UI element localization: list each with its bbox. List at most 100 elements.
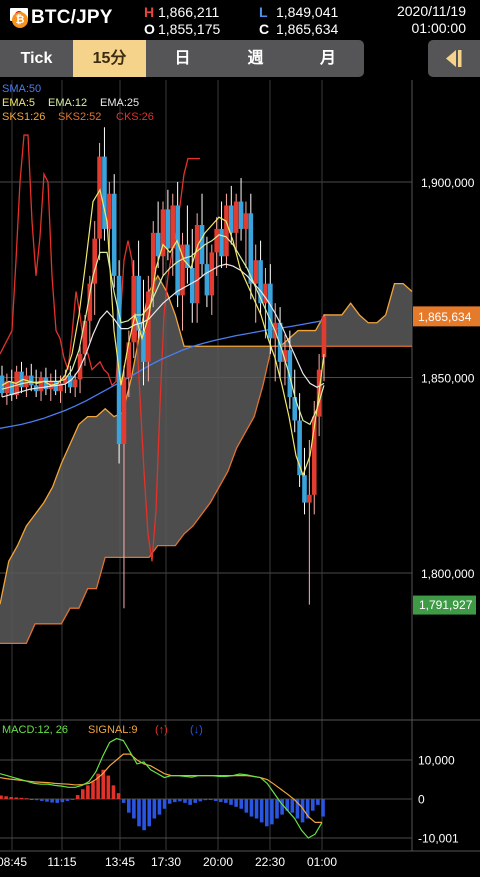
macd-axis-tick: -10,001 xyxy=(418,832,459,846)
macd-histogram-bar xyxy=(0,795,3,799)
price-axis-tick: 1,850,000 xyxy=(421,372,475,386)
macd-histogram-bar xyxy=(172,799,177,803)
low-price-badge xyxy=(413,595,476,615)
tab-tick[interactable]: Tick xyxy=(0,40,73,77)
ema25-line xyxy=(1,263,325,398)
macd-histogram-bar xyxy=(234,799,238,807)
ema5-line xyxy=(1,188,325,478)
candle-body xyxy=(268,283,273,339)
candle-body xyxy=(116,275,122,444)
timeframe-tabs: Tick 15分 日 週 月 xyxy=(0,40,364,77)
tab-day-label: 日 xyxy=(174,50,191,67)
tab-day[interactable]: 日 xyxy=(146,40,219,77)
candle-body xyxy=(204,264,210,296)
macd-histogram-bar xyxy=(116,793,121,799)
high-value: 1,866,211 xyxy=(158,4,220,20)
candle-body xyxy=(287,350,293,398)
ema12-line xyxy=(1,234,325,426)
collapse-panel-button[interactable] xyxy=(428,40,480,77)
candle-body xyxy=(238,201,244,229)
time-axis-tick: 22:30 xyxy=(255,855,285,869)
macd-histogram-bar xyxy=(121,799,126,803)
candle-body xyxy=(131,275,137,343)
macd-histogram-bar xyxy=(193,799,198,803)
tab-week[interactable]: 週 xyxy=(219,40,292,77)
low-key: L xyxy=(259,4,268,20)
candle-body xyxy=(175,205,180,296)
price-chart[interactable]: 1,900,000 1,850,000 1,800,000 1,865,634 1,79… xyxy=(0,80,480,877)
current-price-badge xyxy=(413,306,480,327)
macd-histogram-bar xyxy=(132,799,136,819)
macd-histogram-bar xyxy=(178,799,182,802)
macd-histogram-bar xyxy=(86,785,90,799)
macd-histogram-bar xyxy=(208,799,213,800)
time-axis-tick: 08:45 xyxy=(0,855,27,869)
candle-body xyxy=(87,283,93,321)
macd-histogram-bar xyxy=(19,797,24,799)
candle-body xyxy=(189,268,195,304)
macd-histogram-bar xyxy=(270,799,274,825)
macd-histogram-bar xyxy=(300,799,305,823)
candle-body xyxy=(0,375,5,394)
macd-histogram-bar xyxy=(137,799,141,827)
candle-body xyxy=(253,260,258,284)
legend-ema25: EMA:25 xyxy=(100,97,140,109)
tab-month[interactable]: 月 xyxy=(292,40,364,77)
tab-month-label: 月 xyxy=(319,50,336,67)
macd-histogram-bar xyxy=(75,795,80,799)
candle-body xyxy=(277,322,283,362)
tab-week-label: 週 xyxy=(247,50,264,67)
candle-body xyxy=(219,228,224,257)
macd-histogram-bar xyxy=(14,797,19,799)
candle-body xyxy=(302,475,307,503)
candle-body xyxy=(107,193,112,229)
candle-body xyxy=(72,379,78,388)
tab-15min[interactable]: 15分 xyxy=(73,40,146,77)
candle-body xyxy=(243,213,249,229)
candle-body xyxy=(248,213,254,284)
candle-body xyxy=(170,205,176,249)
macd-histogram-bar xyxy=(264,799,269,827)
macd-histogram-bar xyxy=(96,773,100,799)
legend-cks: CKS:26 xyxy=(116,111,154,123)
time-axis-tick: 13:45 xyxy=(105,855,135,869)
candle-body xyxy=(180,244,185,296)
time-axis-tick: 20:00 xyxy=(203,855,233,869)
chikou-span-line xyxy=(0,134,200,562)
candle-body xyxy=(102,156,107,229)
candle-body xyxy=(24,375,29,388)
macd-histogram-bar xyxy=(4,796,8,799)
candle-body xyxy=(292,397,298,421)
macd-histogram-bar xyxy=(106,775,111,799)
macd-histogram-bar xyxy=(254,799,259,819)
macd-axis-tick: 0 xyxy=(418,793,425,807)
macd-histogram-bar xyxy=(183,799,187,803)
macd-histogram-bar xyxy=(24,798,29,800)
candle-body xyxy=(307,494,312,503)
candle-body xyxy=(297,420,302,476)
macd-histogram-bar xyxy=(167,799,172,804)
candle-body xyxy=(160,209,166,257)
macd-histogram-bar xyxy=(275,799,279,819)
candle-body xyxy=(82,320,88,355)
candle-body xyxy=(9,381,15,396)
legend-hist-down: (↓) xyxy=(190,724,203,736)
price-axis-tick: 1,800,000 xyxy=(421,567,475,581)
macd-histogram-bar xyxy=(198,799,203,802)
macd-histogram-bar xyxy=(244,799,249,813)
candle-body xyxy=(19,371,24,388)
macd-histogram-bar xyxy=(55,799,60,803)
ichimoku-cloud xyxy=(0,275,412,644)
price-axis-tick: 1,900,000 xyxy=(421,176,475,190)
low-value: 1,849,041 xyxy=(276,4,339,20)
legend-sks2: SKS2:52 xyxy=(58,111,102,123)
close-value: 1,865,634 xyxy=(276,21,339,37)
macd-histogram-bar xyxy=(229,799,233,805)
macd-histogram-bar xyxy=(295,799,300,819)
signal-line xyxy=(0,753,322,824)
macd-histogram-bar xyxy=(305,799,310,819)
candle-body xyxy=(28,375,34,386)
macd-histogram-bar xyxy=(147,799,152,827)
candle-body xyxy=(194,225,200,304)
date-label: 2020/11/19 xyxy=(396,3,466,19)
